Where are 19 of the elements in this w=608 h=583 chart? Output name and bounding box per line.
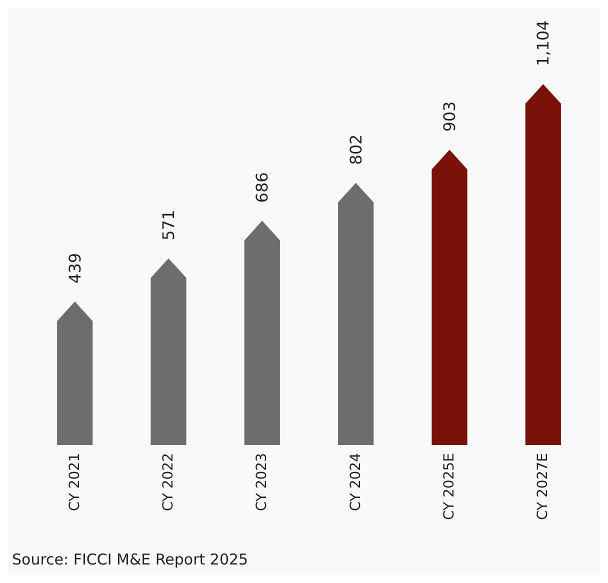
bar	[338, 182, 374, 445]
x-tick-label: CY 2021	[66, 453, 83, 512]
bar	[432, 150, 468, 445]
data-label: 439	[65, 252, 84, 284]
data-label: 903	[440, 101, 459, 132]
x-tick-label: CY 2022	[160, 453, 176, 512]
bar	[525, 84, 561, 445]
data-label: 571	[159, 210, 178, 240]
x-tick-label: CY 2024	[348, 452, 364, 512]
data-label: 802	[346, 134, 366, 165]
data-label: 686	[252, 172, 272, 203]
bar	[244, 220, 280, 445]
bar	[150, 258, 186, 445]
x-tick-label: CY 2023	[254, 453, 270, 512]
x-tick-label: CY 2025E	[442, 453, 458, 520]
x-tick-label: CY 2027E	[535, 453, 552, 520]
bar	[57, 301, 93, 445]
source-note: Source: FICCI M&E Report 2025	[12, 550, 248, 568]
data-label: 1,104	[534, 20, 553, 66]
